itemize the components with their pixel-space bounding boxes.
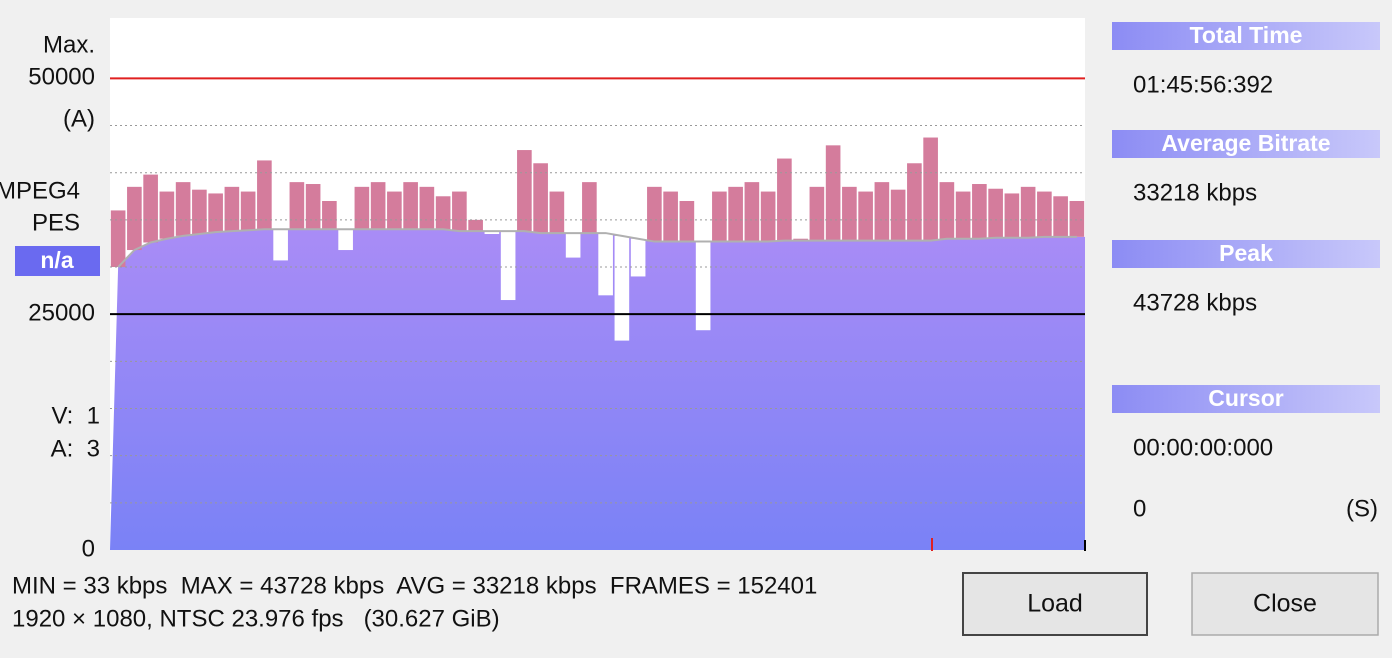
- bar: [533, 163, 548, 234]
- bar: [988, 188, 1003, 238]
- average-area: [110, 229, 1085, 551]
- bar: [240, 191, 256, 231]
- bar: [728, 186, 743, 242]
- bar: [923, 137, 938, 241]
- bar: [289, 182, 305, 230]
- bar: [435, 196, 451, 230]
- bar: [175, 182, 191, 236]
- format-label: PES: [32, 209, 80, 236]
- bar: [110, 210, 126, 268]
- y-tick-label: 25000: [28, 300, 95, 327]
- bar: [1053, 196, 1068, 237]
- bar: [744, 182, 760, 242]
- status-box: [15, 246, 100, 276]
- bar: [679, 200, 695, 242]
- unit-label: (A): [63, 105, 95, 132]
- cursor-unit: (S): [1346, 495, 1378, 522]
- y-tick-label: 0: [82, 535, 95, 562]
- info-header: Cursor: [1208, 385, 1283, 411]
- bar: [354, 186, 370, 230]
- bar: [760, 191, 776, 242]
- bar: [338, 229, 353, 251]
- stats-line: MIN = 33 kbps MAX = 43728 kbps AVG = 332…: [12, 572, 817, 599]
- bar: [370, 182, 386, 230]
- info-header-bg: [1112, 385, 1380, 413]
- bar: [452, 191, 467, 232]
- close-button[interactable]: [1191, 572, 1379, 636]
- bar: [972, 184, 987, 239]
- info-header: Peak: [1219, 240, 1273, 266]
- bar: [208, 193, 223, 233]
- info-header-bg: [1112, 130, 1380, 158]
- load-button-label[interactable]: Load: [1027, 590, 1083, 618]
- info-value: 33218 kbps: [1133, 179, 1257, 206]
- bar: [273, 229, 288, 261]
- stream-label: A: 3: [51, 435, 100, 462]
- bar: [224, 186, 240, 232]
- bar: [907, 163, 922, 241]
- info-header-bg: [1112, 240, 1380, 268]
- bar: [695, 241, 711, 331]
- average-line: [117, 228, 1077, 268]
- stats-line: 1920 × 1080, NTSC 23.976 fps (30.627 GiB…: [12, 605, 500, 632]
- bar: [939, 182, 955, 239]
- bar: [143, 174, 158, 243]
- max-label: Max.: [43, 31, 95, 58]
- bar: [159, 191, 175, 239]
- bar: [663, 191, 678, 242]
- load-button[interactable]: [962, 572, 1148, 636]
- bar: [614, 235, 630, 341]
- bar: [1069, 200, 1085, 237]
- stream-label: V: 1: [52, 402, 100, 429]
- bar: [712, 191, 727, 242]
- bar: [890, 189, 906, 241]
- bar: [387, 191, 402, 230]
- bar: [305, 184, 321, 230]
- y-tick-label: 50000: [28, 64, 95, 91]
- format-label: MPEG4: [0, 177, 80, 204]
- bar: [598, 233, 613, 296]
- bar: [565, 233, 581, 258]
- bar: [809, 186, 825, 241]
- bar: [647, 186, 662, 242]
- bar: [955, 191, 971, 239]
- info-header-bg: [1112, 22, 1380, 50]
- bar: [484, 231, 500, 235]
- status-label: n/a: [40, 247, 73, 273]
- bar: [874, 182, 890, 241]
- bar: [468, 219, 483, 232]
- bar: [858, 191, 873, 241]
- bar: [257, 160, 272, 230]
- bar: [419, 186, 435, 230]
- bar: [500, 231, 516, 301]
- bar: [825, 145, 841, 241]
- bar: [1037, 191, 1052, 237]
- info-value: 01:45:56:392: [1133, 71, 1273, 98]
- bar: [1020, 186, 1036, 238]
- bar: [517, 150, 532, 232]
- bar: [777, 158, 792, 241]
- info-header: Total Time: [1190, 22, 1303, 48]
- bar: [192, 189, 207, 235]
- bar: [582, 182, 597, 234]
- bar: [549, 191, 565, 234]
- info-value: 00:00:00:000: [1133, 434, 1273, 461]
- bar: [403, 182, 418, 230]
- bar: [1004, 193, 1020, 238]
- info-header: Average Bitrate: [1161, 130, 1330, 156]
- bar: [322, 200, 337, 230]
- bar: [630, 238, 646, 277]
- cursor-position: 0: [1133, 495, 1146, 522]
- bar: [842, 186, 857, 241]
- bar: [127, 186, 142, 251]
- info-value: 43728 kbps: [1133, 289, 1257, 316]
- close-button-label[interactable]: Close: [1253, 590, 1317, 618]
